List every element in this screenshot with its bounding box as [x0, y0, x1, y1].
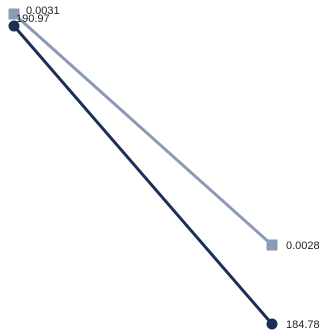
- series-0: 0.0031 0.0028: [8, 5, 320, 252]
- series-1-label-1: 184.78: [286, 319, 320, 331]
- series-layer: 0.0031 0.0028 190.97 184.78: [8, 5, 320, 331]
- series-1-line: [12, 25, 274, 325]
- series-1: 190.97 184.78: [8, 13, 320, 331]
- series-1-point-1: [266, 318, 278, 330]
- series-0-label-0: 0.0031: [26, 5, 60, 17]
- series-1-label-0: 190.97: [16, 13, 50, 25]
- series-0-line: [12, 12, 274, 247]
- series-0-point-1: [266, 239, 278, 251]
- series-0-point-0: [8, 8, 20, 20]
- series-1-point-0: [8, 20, 20, 32]
- series-0-label-1: 0.0028: [286, 240, 320, 252]
